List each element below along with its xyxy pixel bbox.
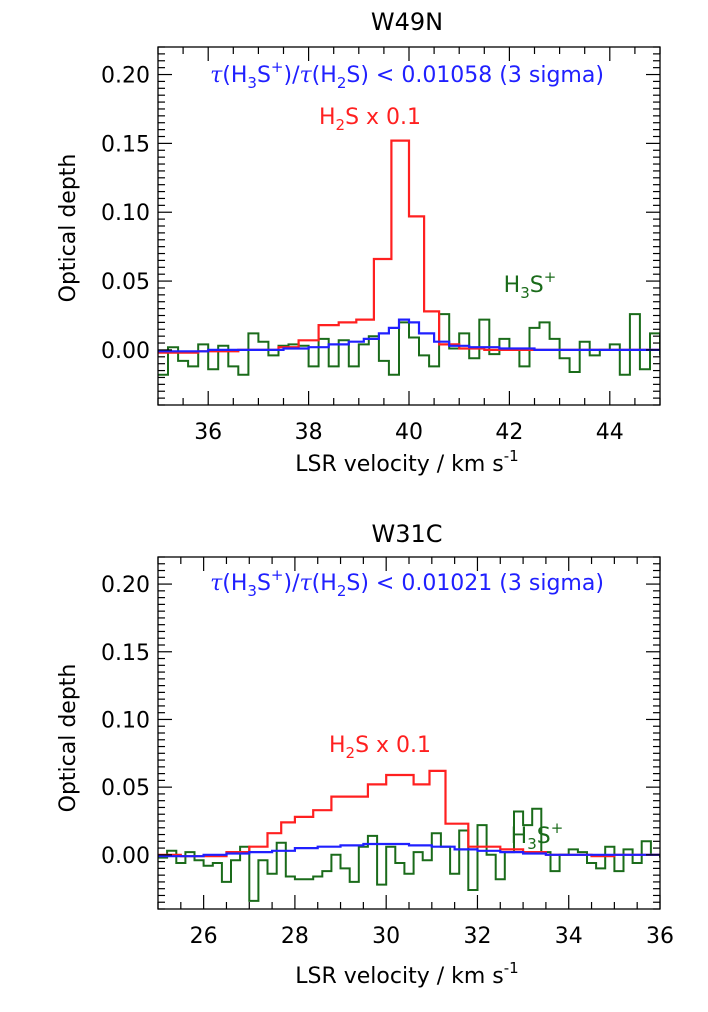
ratio-annotation-part: (H [312,63,337,88]
h3s-label-part: S [530,273,544,298]
h2s-label-part: H [329,733,346,758]
x-axis-title: LSR velocity / km s-1 [295,959,518,989]
h2s-label-part: 2 [346,744,356,762]
ratio-annotation-part: )/ [284,63,301,88]
x-tick-label: 38 [295,420,323,445]
y-axis-title: Optical depth [56,154,81,303]
y-tick-label: 0.05 [101,776,150,801]
h2s-label-part: 2 [336,116,346,134]
ratio-annotation-part: + [271,58,284,76]
h2s-label: H2S x 0.1 [329,733,431,762]
x-tick-label: 44 [596,420,624,445]
x-axis-title-superscript: -1 [504,447,519,465]
h2s-label-part: H [319,105,336,130]
h3s-label-part: + [551,819,564,837]
ratio-annotation-part: τ [210,63,223,88]
x-tick-label: 42 [495,420,523,445]
h2s-label-part: S x 0.1 [355,733,431,758]
h3s-label: H3S+ [504,268,557,302]
y-tick-label: 0.05 [101,270,150,295]
series-h3s-model-line [158,318,660,353]
h3s-label-part: 3 [527,835,537,853]
y-tick-label: 0.00 [101,339,150,364]
ratio-annotation-part: (H [222,571,247,596]
ratio-annotation-part: 2 [337,582,347,600]
panel-title: W31C [371,520,442,548]
ratio-annotation: τ(H3S+)/τ(H2S) < 0.01058 (3 sigma) [210,58,604,92]
x-axis-title-text: LSR velocity / km s [295,964,504,989]
h2s-label: H2S x 0.1 [319,105,421,134]
ratio-annotation-part: (H [222,63,247,88]
x-tick-label: 30 [372,924,400,949]
series-group [158,769,660,902]
h3s-label-part: H [504,273,521,298]
x-tick-label: 36 [646,924,674,949]
series-h3s-data-line [158,313,660,376]
h2s-label-part: S x 0.1 [345,105,421,130]
x-axis-title: LSR velocity / km s-1 [295,447,518,477]
series-h3s-data-line [158,807,660,902]
h3s-label-part: + [544,268,557,286]
plot-area: 26 28 30 32 34 360.000.050.100.150.20 τ(H3S+)/… [101,556,674,949]
ratio-annotation-part: S) < 0.01021 (3 sigma) [346,571,604,596]
x-tick-label: 40 [395,420,423,445]
ratio-annotation: τ(H3S+)/τ(H2S) < 0.01021 (3 sigma) [210,566,604,600]
series-h3s-model-line [158,842,660,858]
ratio-annotation-part: τ [210,571,223,596]
ratio-annotation-part: (H [312,571,337,596]
ratio-annotation-part: S [257,571,271,596]
ratio-annotation-part: 2 [337,74,347,92]
series-group [158,139,660,376]
y-tick-label: 0.20 [101,573,150,598]
y-tick-label: 0.15 [101,132,150,157]
y-tick-label: 0.15 [101,641,150,666]
y-tick-label: 0.10 [101,708,150,733]
ratio-annotation-part: 3 [247,582,257,600]
ratio-annotation-part: τ [300,571,313,596]
panel-title: W49N [371,8,443,36]
y-tick-label: 0.20 [101,64,150,89]
x-axis-title-text: LSR velocity / km s [295,452,504,477]
plot-area: 36 38 40 42 440.000.050.100.150.20 τ(H3S+)/τ(… [101,46,661,445]
ratio-annotation-part: 3 [247,74,257,92]
h3s-label-part: 3 [520,284,530,302]
y-axis-title: Optical depth [56,664,81,813]
x-tick-label: 26 [190,924,218,949]
x-axis-title-superscript: -1 [504,959,519,977]
x-tick-label: 32 [463,924,491,949]
ratio-annotation-part: S) < 0.01058 (3 sigma) [346,63,604,88]
y-tick-label: 0.10 [101,201,150,226]
x-tick-label: 36 [194,420,222,445]
ratio-annotation-part: + [271,566,284,584]
ratio-annotation-part: τ [300,63,313,88]
h3s-label-part: S [537,824,551,849]
x-tick-label: 28 [281,924,309,949]
y-tick-label: 0.00 [101,844,150,869]
x-tick-label: 34 [555,924,583,949]
ratio-annotation-part: )/ [284,571,301,596]
panel-w49n: W49N 36 38 40 42 440.000.050.100.150.20 τ(H3S… [56,8,661,477]
h3s-label-part: H [511,824,528,849]
h3s-label: H3S+ [511,819,564,853]
panel-w31c: W31C 26 28 30 32 34 360.000.050.100.150.20 τ(H… [56,520,674,989]
ratio-annotation-part: S [257,63,271,88]
